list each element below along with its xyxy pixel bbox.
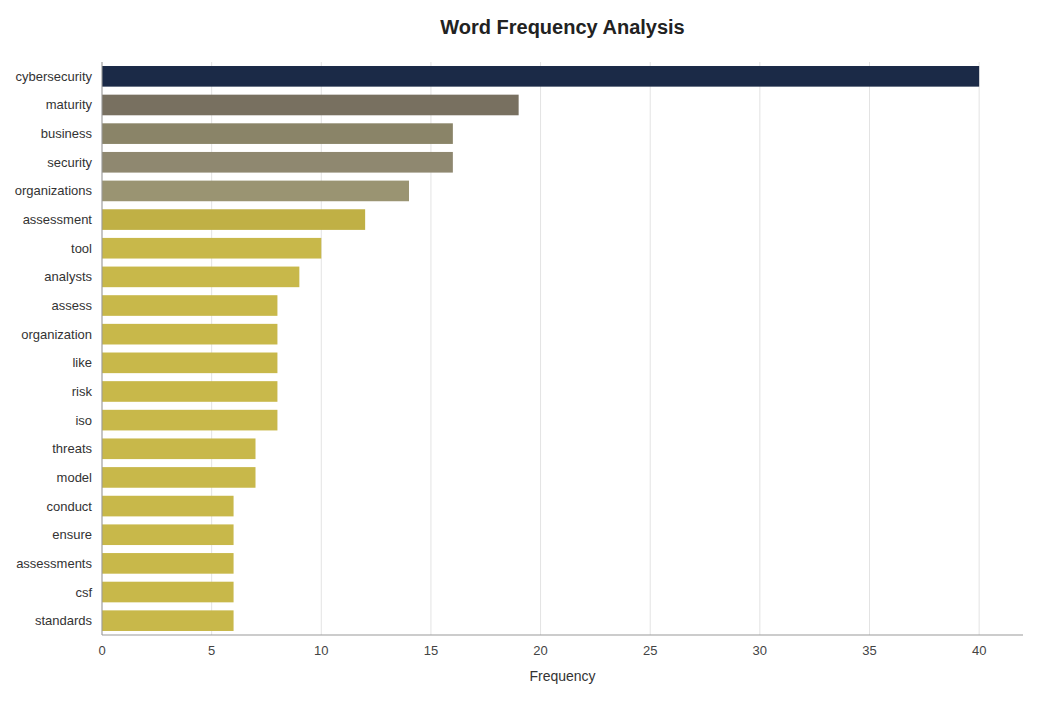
grid-line bbox=[211, 62, 212, 635]
tick-label: 20 bbox=[533, 643, 547, 658]
tick-label: 30 bbox=[753, 643, 767, 658]
category-label: security bbox=[47, 155, 92, 170]
x-axis-line bbox=[102, 635, 1023, 636]
category-label: ensure bbox=[52, 527, 92, 542]
tick-label: 40 bbox=[972, 643, 986, 658]
category-label: assessments bbox=[16, 556, 92, 571]
category-label: assessment bbox=[23, 212, 93, 227]
category-label: organization bbox=[21, 327, 92, 342]
grid-line bbox=[540, 62, 541, 635]
bar bbox=[102, 238, 321, 259]
bar bbox=[102, 410, 277, 431]
category-label: organizations bbox=[15, 183, 93, 198]
tick-label: 15 bbox=[424, 643, 438, 658]
category-label: analysts bbox=[44, 269, 92, 284]
grid-line bbox=[430, 62, 431, 635]
bar bbox=[102, 496, 234, 517]
tick-label: 25 bbox=[643, 643, 657, 658]
category-label: standards bbox=[35, 613, 93, 628]
category-label: assess bbox=[52, 298, 93, 313]
y-axis-line bbox=[102, 62, 103, 635]
category-label: conduct bbox=[46, 499, 92, 514]
category-label: model bbox=[57, 470, 93, 485]
category-label: iso bbox=[75, 413, 92, 428]
category-label: maturity bbox=[46, 97, 93, 112]
category-label: risk bbox=[72, 384, 93, 399]
title: Word Frequency Analysis bbox=[440, 16, 685, 38]
tick-label: 10 bbox=[314, 643, 328, 658]
category-label: cybersecurity bbox=[15, 69, 92, 84]
grid-line bbox=[321, 62, 322, 635]
grid-line bbox=[650, 62, 651, 635]
grid bbox=[102, 62, 979, 635]
category-label: business bbox=[41, 126, 93, 141]
grid-line bbox=[102, 62, 103, 635]
bar bbox=[102, 209, 365, 230]
axis-label: Frequency bbox=[529, 668, 595, 684]
bar bbox=[102, 181, 409, 202]
bar bbox=[102, 353, 277, 374]
bar bbox=[102, 553, 234, 574]
bar bbox=[102, 95, 519, 116]
bar bbox=[102, 295, 277, 316]
grid-line bbox=[979, 62, 980, 635]
grid-line bbox=[759, 62, 760, 635]
grid-line bbox=[869, 62, 870, 635]
bar bbox=[102, 438, 256, 459]
bar bbox=[102, 610, 234, 631]
category-label: tool bbox=[71, 241, 92, 256]
category-label: like bbox=[72, 355, 92, 370]
tick-label: 5 bbox=[208, 643, 215, 658]
bar bbox=[102, 66, 979, 87]
bar bbox=[102, 152, 453, 173]
tick-label: 35 bbox=[862, 643, 876, 658]
bar bbox=[102, 267, 299, 288]
bar bbox=[102, 582, 234, 603]
category-label: csf bbox=[75, 585, 92, 600]
bar bbox=[102, 524, 234, 545]
chart: Word Frequency Analysis 0 5 10 15 20 25 30 35 40 s… bbox=[0, 0, 1053, 701]
bar bbox=[102, 467, 256, 488]
tick-label: 0 bbox=[98, 643, 105, 658]
bar bbox=[102, 324, 277, 345]
bar bbox=[102, 381, 277, 402]
bar bbox=[102, 123, 453, 144]
bars bbox=[102, 66, 979, 631]
category-label: threats bbox=[52, 441, 92, 456]
